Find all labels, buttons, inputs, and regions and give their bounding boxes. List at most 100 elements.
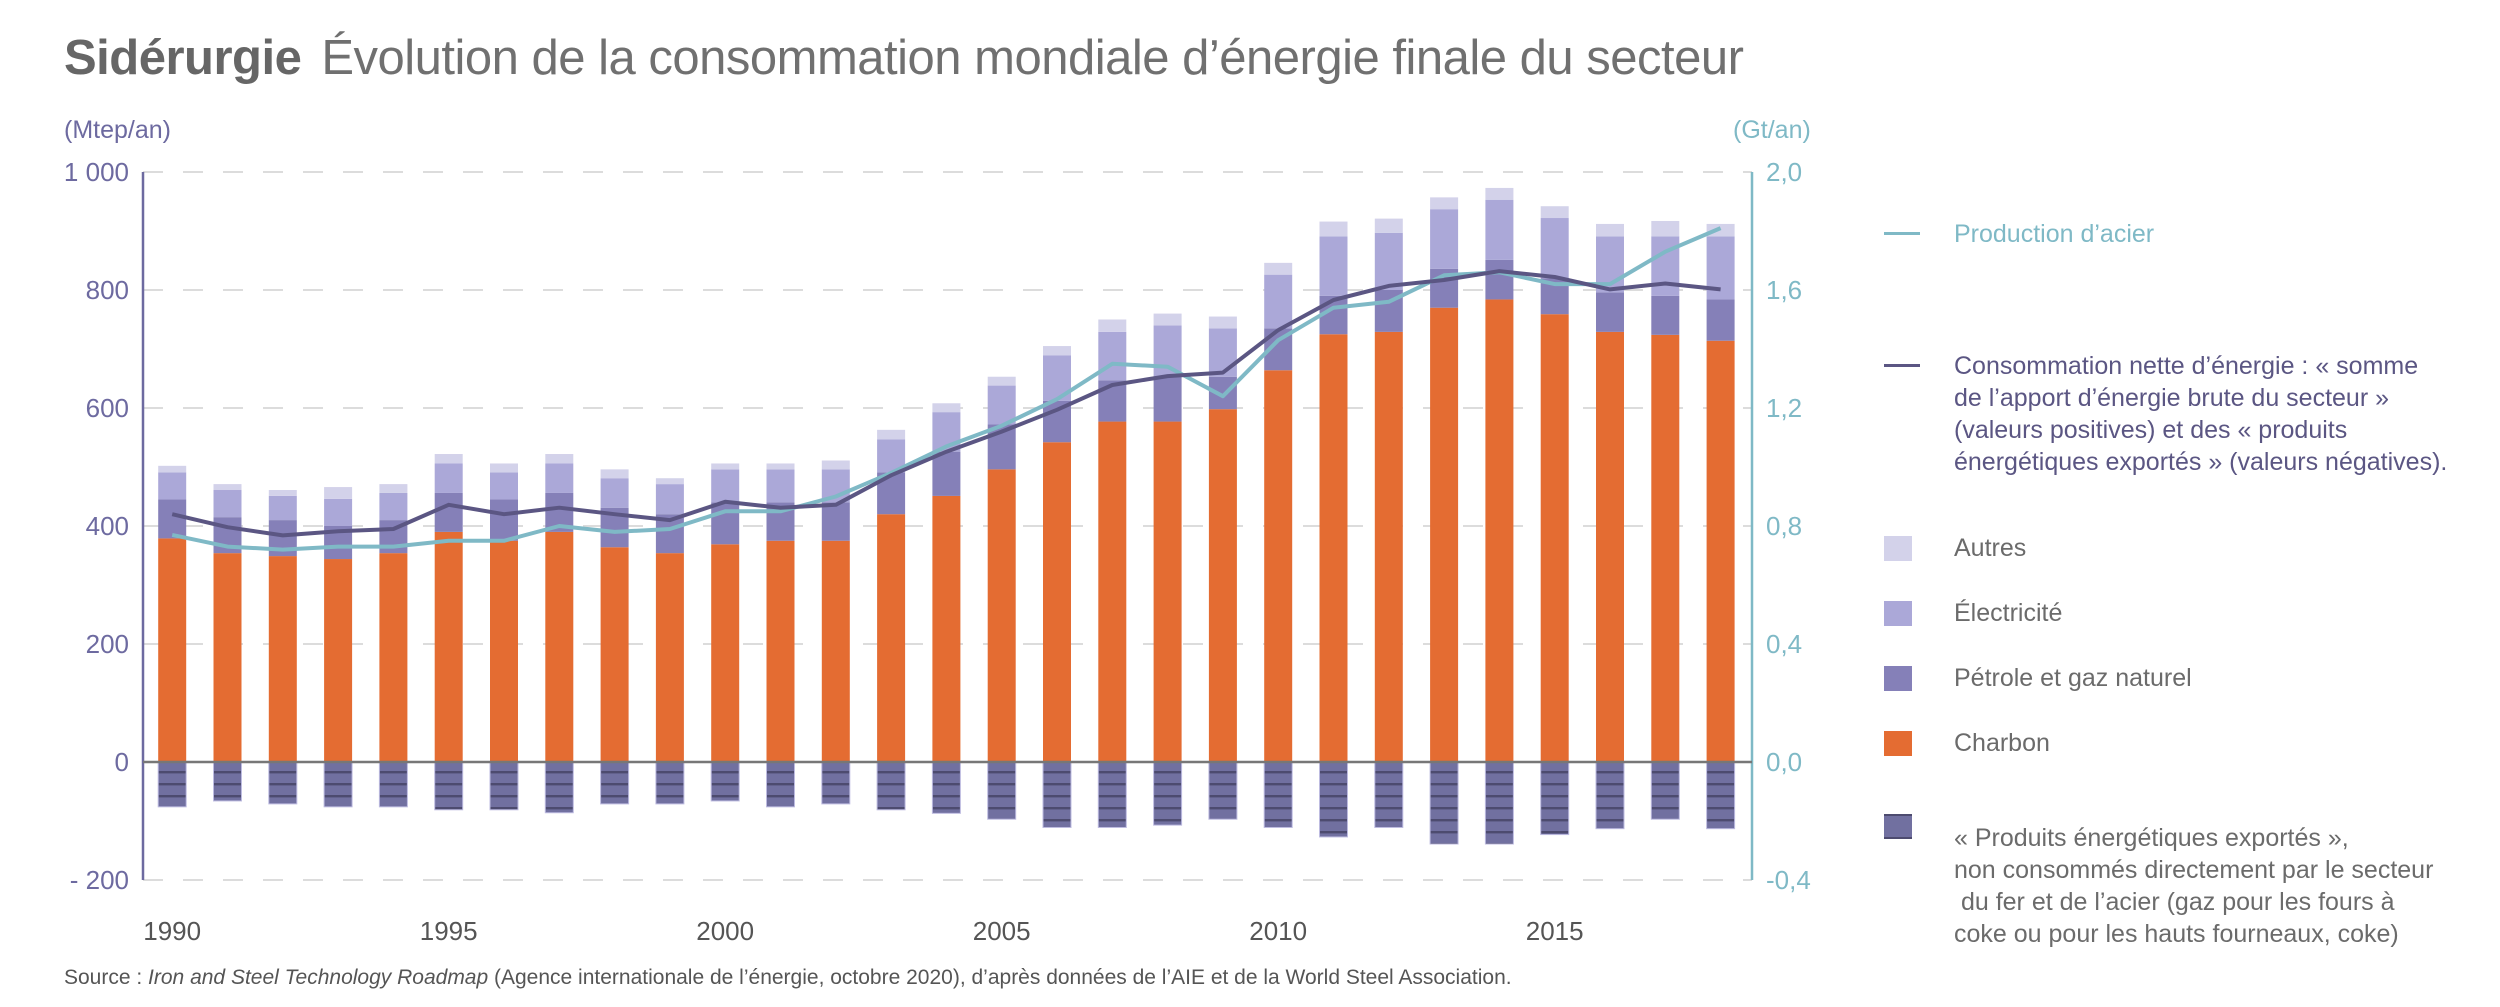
right-tick-label: 1,2 bbox=[1766, 393, 1802, 423]
bar-charbon bbox=[877, 514, 906, 762]
legend-production-swatch bbox=[1884, 232, 1920, 235]
bar-autres bbox=[268, 490, 297, 496]
bar-autres bbox=[1651, 220, 1680, 237]
bar-electricite bbox=[268, 495, 297, 521]
bar-charbon bbox=[158, 538, 187, 762]
bar-exportes bbox=[157, 761, 187, 808]
bar-exportes bbox=[378, 761, 408, 808]
bar-charbon bbox=[1153, 421, 1182, 762]
bar-autres bbox=[1540, 206, 1569, 219]
bar-charbon bbox=[766, 540, 795, 762]
legend-petrole-swatch bbox=[1884, 666, 1912, 691]
bar-electricite bbox=[1374, 232, 1403, 290]
x-tick-label: 2015 bbox=[1526, 916, 1584, 946]
bar-charbon bbox=[434, 531, 463, 762]
right-axis-unit: (Gt/an) bbox=[1733, 116, 1811, 144]
bar-petrole-gaz bbox=[1706, 299, 1735, 341]
legend-electricite-swatch bbox=[1884, 601, 1912, 626]
bar-exportes bbox=[1540, 761, 1570, 836]
bar-charbon bbox=[268, 556, 297, 762]
legend-exportes-line-3: du fer et de l’acier (gaz pour les fours… bbox=[1954, 888, 2395, 916]
bar-exportes bbox=[1650, 761, 1680, 820]
source-prefix: Source : bbox=[64, 966, 149, 989]
bar-autres bbox=[1319, 221, 1348, 237]
right-tick-label: 2,0 bbox=[1766, 157, 1802, 187]
bar-charbon bbox=[1485, 299, 1514, 762]
left-tick-label: - 200 bbox=[70, 865, 129, 895]
bar-electricite bbox=[1264, 274, 1293, 329]
bar-exportes bbox=[1484, 761, 1514, 845]
line-consommation-nette bbox=[171, 269, 1721, 538]
bar-exportes bbox=[1595, 761, 1625, 830]
bar-exportes bbox=[1706, 761, 1736, 830]
bar-electricite bbox=[766, 469, 795, 503]
bar-exportes bbox=[876, 761, 906, 811]
bar-autres bbox=[1098, 319, 1127, 332]
bar-autres bbox=[821, 460, 850, 470]
bar-autres bbox=[324, 487, 353, 499]
bar-exportes bbox=[323, 761, 353, 808]
left-tick-label: 200 bbox=[86, 629, 129, 659]
bar-charbon bbox=[655, 553, 684, 762]
bar-electricite bbox=[545, 463, 574, 493]
bar-autres bbox=[711, 463, 740, 470]
bar-exportes bbox=[268, 761, 298, 805]
source-note: Source : Iron and Steel Technology Roadm… bbox=[64, 966, 1512, 990]
bar-autres bbox=[545, 454, 574, 464]
bar-exportes bbox=[655, 761, 685, 805]
bar-autres bbox=[987, 376, 1016, 386]
bar-exportes bbox=[1263, 761, 1293, 828]
bar-charbon bbox=[821, 540, 850, 762]
left-tick-label: 400 bbox=[86, 511, 129, 541]
bar-petrole-gaz bbox=[1651, 295, 1680, 335]
bar-exportes bbox=[710, 761, 740, 802]
legend-charbon-swatch bbox=[1884, 731, 1912, 756]
bar-charbon bbox=[1098, 421, 1127, 762]
x-tick-label: 2005 bbox=[973, 916, 1031, 946]
right-tick-label: -0,4 bbox=[1766, 865, 1811, 895]
bar-exportes bbox=[1153, 761, 1183, 826]
line-production-acier bbox=[171, 226, 1722, 552]
source-suffix: (Agence internationale de l’énergie, oct… bbox=[488, 966, 1512, 989]
bar-petrole-gaz bbox=[1153, 376, 1182, 422]
bar-exportes bbox=[821, 761, 851, 805]
bar-autres bbox=[434, 454, 463, 464]
bar-electricite bbox=[324, 498, 353, 526]
bar-autres bbox=[766, 463, 795, 470]
bar-exportes bbox=[1319, 761, 1348, 838]
right-tick-label: 0,8 bbox=[1766, 511, 1802, 541]
bar-charbon bbox=[545, 531, 574, 762]
bar-charbon bbox=[1264, 370, 1293, 762]
right-tick-label: 0,4 bbox=[1766, 629, 1802, 659]
bar-autres bbox=[1264, 262, 1293, 275]
bar-electricite bbox=[1319, 236, 1348, 296]
bar-charbon bbox=[987, 469, 1016, 762]
bar-autres bbox=[213, 484, 242, 491]
bar-autres bbox=[158, 465, 187, 473]
bar-charbon bbox=[1043, 442, 1071, 762]
legend-net-line-4: énergétiques exportés » (valeurs négativ… bbox=[1954, 448, 2448, 476]
legend-exportes-line-2: non consommés directement par le secteur bbox=[1954, 856, 2434, 884]
bar-exportes bbox=[1429, 761, 1459, 845]
bar-electricite bbox=[1540, 218, 1569, 279]
legend-autres-label: Autres bbox=[1954, 534, 2027, 562]
legend-net-line-2: de l’apport d’énergie brute du secteur » bbox=[1954, 384, 2390, 412]
bar-petrole-gaz bbox=[1596, 292, 1624, 332]
legend-net-line-1: Consommation nette d’énergie : « somme bbox=[1954, 352, 2419, 380]
legend-petrole-label: Pétrole et gaz naturel bbox=[1954, 664, 2192, 692]
bar-autres bbox=[932, 403, 961, 413]
right-tick-label: 0,0 bbox=[1766, 747, 1802, 777]
bar-exportes bbox=[1208, 761, 1238, 820]
bar-autres bbox=[1374, 218, 1403, 233]
legend-net-label: Consommation nette d’énergie : « somme d… bbox=[1954, 350, 2447, 478]
bar-exportes bbox=[987, 761, 1017, 820]
legend-exportes-swatch bbox=[1884, 814, 1912, 839]
bar-autres bbox=[1596, 223, 1624, 237]
bar-charbon bbox=[213, 553, 242, 762]
legend-net-line-3: (valeurs positives) et des « produits bbox=[1954, 416, 2348, 444]
legend-autres-swatch bbox=[1884, 536, 1912, 561]
chart-title: Sidérurgie Évolution de la consommation m… bbox=[64, 30, 1744, 86]
bar-exportes bbox=[766, 761, 795, 808]
bar-exportes bbox=[931, 761, 961, 814]
bar-charbon bbox=[1319, 334, 1348, 762]
